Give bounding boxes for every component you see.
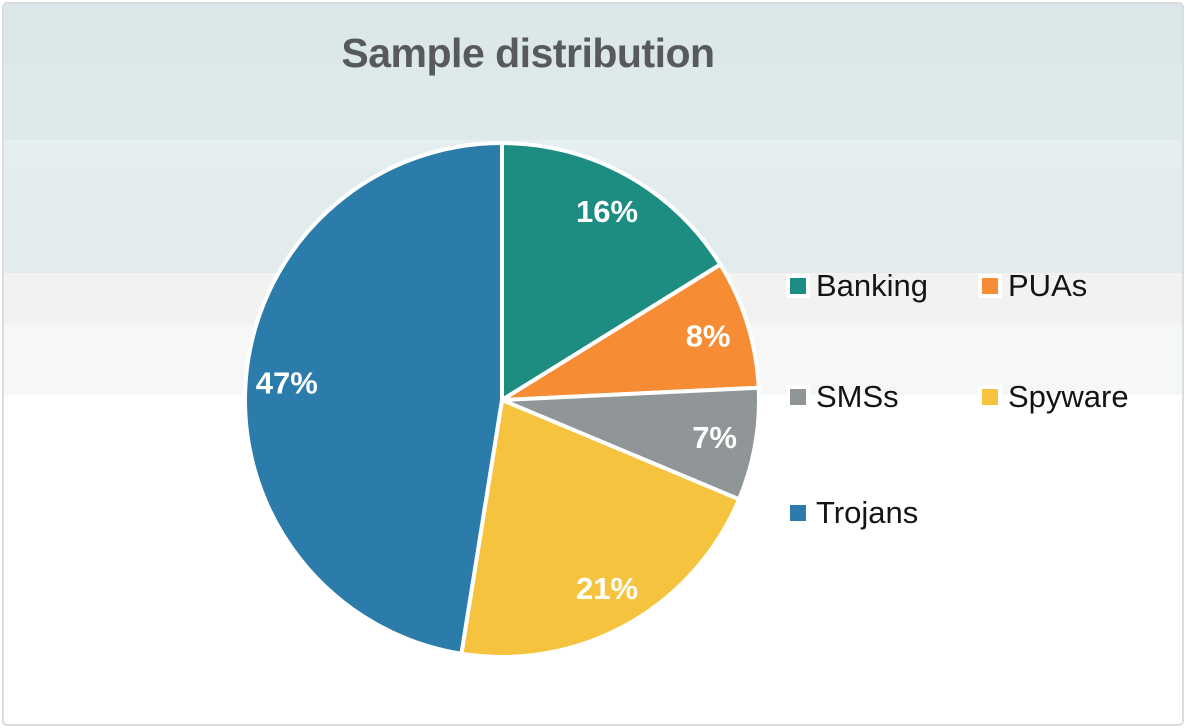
pie-slice-puas (500, 262, 761, 402)
pie-slice-value-label: 8% (686, 318, 731, 353)
pie-slice-value-label: 47% (256, 365, 318, 400)
legend-label-banking: Banking (816, 268, 929, 303)
spyware-swatch-icon (982, 389, 998, 405)
banking-swatch-icon (790, 278, 806, 294)
legend-item-puas: PUAs (978, 268, 1088, 303)
pie-slice-smss (500, 385, 762, 502)
legend-swatch-box (786, 274, 810, 298)
legend-swatch-box (786, 501, 810, 525)
legend-item-smss: SMSs (786, 379, 899, 414)
smss-swatch-icon (790, 389, 806, 405)
legend-swatch-box (978, 274, 1002, 298)
pie-slice-value-label: 21% (576, 571, 638, 606)
legend-swatch-box (786, 385, 810, 409)
legend-label-smss: SMSs (816, 379, 899, 414)
pie-slice-banking (500, 141, 723, 402)
pie-slice-spyware (459, 398, 742, 659)
trojans-swatch-icon (790, 505, 806, 521)
legend-item-spyware: Spyware (978, 379, 1129, 414)
legend-label-spyware: Spyware (1008, 379, 1129, 414)
legend-label-trojans: Trojans (816, 495, 919, 530)
legend-item-banking: Banking (786, 268, 929, 303)
pie-chart: 16% 8% 7% 21% 47% (243, 141, 762, 659)
chart-title: Sample distribution (341, 30, 715, 76)
pie-slice-value-label: 7% (692, 420, 737, 455)
pie-slice-trojans (243, 141, 504, 656)
pie-slice-value-label: 16% (576, 194, 638, 229)
legend-label-puas: PUAs (1008, 268, 1088, 303)
legend-swatch-box (978, 385, 1002, 409)
legend-item-trojans: Trojans (786, 495, 919, 530)
puas-swatch-icon (982, 278, 998, 294)
